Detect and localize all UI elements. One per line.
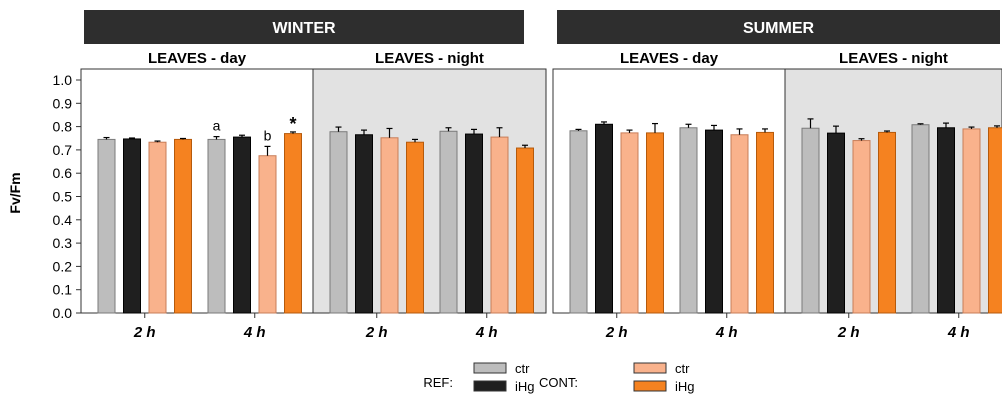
significance-label: a — [213, 118, 221, 134]
legend-item-label: ctr — [675, 361, 690, 376]
significance-label: b — [264, 127, 272, 143]
bar — [174, 138, 192, 314]
legend-group-label: CONT: — [539, 375, 578, 390]
bar — [97, 138, 116, 314]
bar — [705, 129, 723, 314]
bar — [355, 134, 373, 314]
category-label: 4 h — [475, 324, 498, 341]
panel: LEAVES - day 2 h 4 h a b * — [80, 50, 314, 341]
y-tick-label: 0.3 — [53, 235, 73, 251]
y-axis-title: Fv/Fm — [7, 172, 23, 213]
y-tick-label: 0.9 — [53, 95, 73, 111]
legend-swatch — [633, 362, 667, 374]
bar — [123, 138, 141, 314]
bar — [233, 136, 251, 314]
bar — [646, 132, 664, 314]
bar — [329, 131, 348, 314]
y-tick-label: 0.6 — [53, 165, 73, 181]
bar — [490, 136, 509, 314]
legend-item-label: iHg — [515, 379, 535, 394]
bar — [406, 141, 424, 314]
panel: LEAVES - night 2 h 4 h — [312, 50, 547, 341]
y-tick-label: 0.0 — [53, 305, 73, 321]
season-header-label: WINTER — [272, 20, 336, 37]
bar — [595, 123, 613, 314]
panel-frame — [312, 68, 547, 314]
category-label: 2 h — [133, 324, 156, 341]
bar — [620, 132, 639, 314]
bar — [937, 127, 955, 314]
bar — [439, 130, 458, 314]
bar — [801, 127, 820, 314]
significance-label: * — [289, 114, 296, 134]
bar — [148, 141, 167, 314]
y-tick-label: 0.2 — [53, 258, 73, 274]
bar — [962, 128, 981, 314]
chart-panels: LEAVES - day 2 h 4 h a b * LEAVES - night 2 h 4 … — [80, 50, 1002, 341]
bar — [569, 130, 588, 314]
panel-title: LEAVES - night — [839, 50, 948, 67]
category-label: 2 h — [605, 324, 628, 341]
y-tick-label: 0.7 — [53, 142, 73, 158]
panel-frame — [80, 68, 314, 314]
bar — [730, 134, 749, 314]
bar — [878, 131, 896, 314]
legend-item-label: iHg — [675, 379, 695, 394]
bar — [827, 132, 845, 314]
y-tick-label: 0.1 — [53, 282, 73, 298]
y-tick-label: 0.8 — [53, 119, 73, 135]
y-tick-label: 1.0 — [53, 72, 73, 88]
bar — [258, 155, 277, 314]
category-label: 4 h — [947, 324, 970, 341]
bar — [465, 133, 483, 314]
category-label: 2 h — [365, 324, 388, 341]
legend-swatch — [473, 362, 507, 374]
season-header-bar — [84, 10, 524, 44]
legend-swatch — [473, 380, 507, 392]
y-axis: Fv/Fm 0.0 0.1 0.2 0.3 0.4 0.5 0.6 0.7 0.8 0.9 1.0 — [7, 72, 81, 321]
panel-title: LEAVES - night — [375, 50, 484, 67]
bar — [380, 137, 399, 314]
bar — [756, 131, 774, 314]
bar — [516, 147, 534, 314]
bar — [207, 138, 226, 314]
category-label: 4 h — [243, 324, 266, 341]
panel-title: LEAVES - day — [148, 50, 247, 67]
legend: REF: ctr iHg CONT: ctr iHg — [423, 361, 694, 394]
bar — [988, 127, 1002, 314]
season-headers: WINTER SUMMER — [84, 10, 1000, 44]
season-header-label: SUMMER — [743, 20, 815, 37]
bar — [679, 127, 698, 314]
bar — [852, 140, 871, 314]
legend-group-label: REF: — [423, 375, 453, 390]
bar — [284, 133, 302, 314]
legend-item-label: ctr — [515, 361, 530, 376]
legend-swatch — [633, 380, 667, 392]
season-header-bar — [557, 10, 1000, 44]
y-tick-label: 0.4 — [53, 212, 73, 228]
panel-title: LEAVES - day — [620, 50, 719, 67]
category-label: 4 h — [715, 324, 738, 341]
panel-frame — [552, 68, 786, 314]
panel: LEAVES - day 2 h 4 h — [552, 50, 786, 341]
category-label: 2 h — [837, 324, 860, 341]
bar — [911, 124, 930, 314]
panel: LEAVES - night 2 h 4 h — [784, 50, 1002, 341]
y-tick-label: 0.5 — [53, 189, 73, 205]
